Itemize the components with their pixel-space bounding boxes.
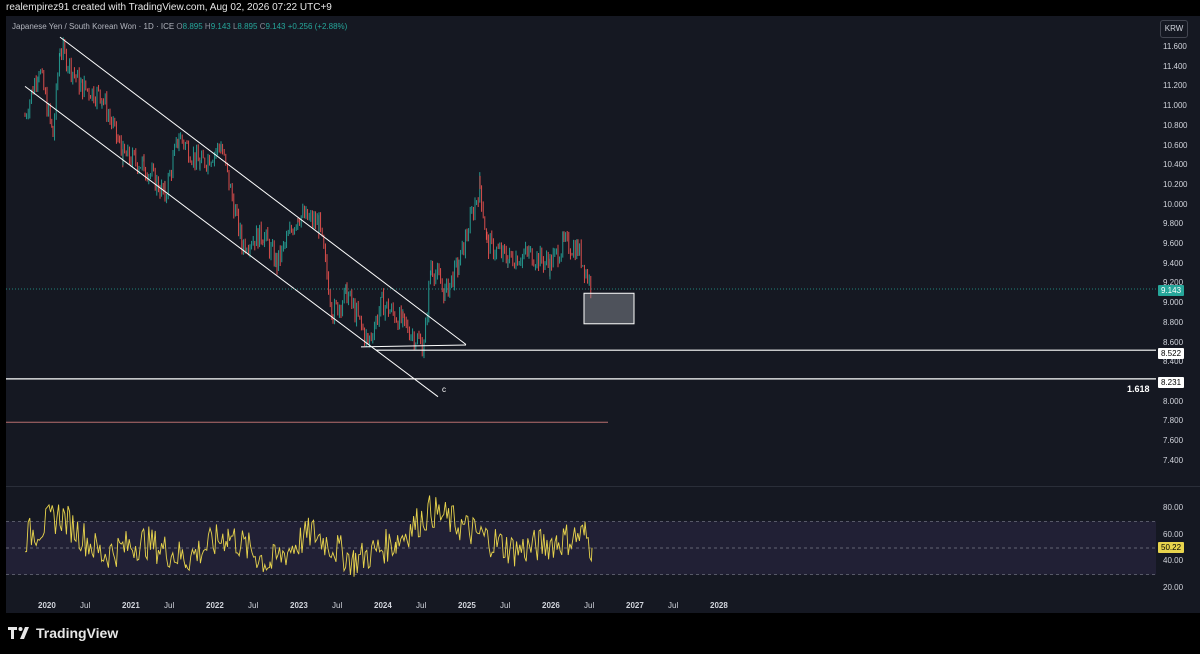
time-axis-label: Jul: [500, 601, 511, 610]
time-axis-label: Jul: [164, 601, 175, 610]
time-axis-label: 2026: [542, 601, 560, 610]
open-value: 8.895: [182, 22, 203, 31]
price-axis-label: 10.600: [1163, 140, 1188, 150]
price-axis-label: 11.600: [1163, 42, 1187, 51]
price-axis-label: 7.800: [1163, 416, 1184, 426]
level-tag-8522: 8.522: [1158, 348, 1185, 359]
rsi-line: [24, 495, 593, 577]
price-axis-label: 8.800: [1163, 317, 1184, 327]
price-axis-label: 9.000: [1163, 298, 1184, 308]
time-axis-label: 2024: [374, 601, 392, 610]
price-axis-label: 10.200: [1163, 179, 1188, 189]
currency-button[interactable]: KRW: [1160, 20, 1188, 38]
level-tag-8231: 8.231: [1158, 377, 1185, 388]
symbol-name: Japanese Yen / South Korean Won · 1D · I…: [12, 22, 175, 31]
close-value: 9.143: [265, 22, 286, 31]
time-axis-label: 2023: [290, 601, 308, 610]
wave-label: c: [442, 385, 446, 394]
time-axis-label: Jul: [332, 601, 343, 610]
rsi-axis-label: 60.00: [1163, 529, 1184, 539]
price-axis-label: 9.600: [1163, 239, 1184, 248]
high-label: H: [204, 22, 211, 31]
time-axis-label: 2022: [206, 601, 224, 610]
trendline-2: [24, 86, 439, 398]
tradingview-logo[interactable]: TradingView: [8, 625, 118, 641]
fib-level-label: 1.618: [1127, 384, 1150, 394]
price-axis-label: 8.400: [1163, 357, 1184, 367]
price-axis-label: 11.200: [1163, 81, 1187, 91]
tradingview-logo-icon: [8, 627, 29, 639]
tradingview-brand: TradingView: [36, 625, 119, 641]
price-axis-label: 8.000: [1163, 396, 1184, 406]
price-chart-pane[interactable]: [6, 16, 1156, 613]
target-box: [583, 292, 635, 325]
current-price-tag: 9.143: [1158, 285, 1185, 296]
pane-separator[interactable]: [6, 486, 1200, 487]
time-axis-label: Jul: [584, 601, 595, 610]
footer-bar: [0, 613, 1200, 654]
rsi-value-tag: 50.22: [1158, 542, 1185, 553]
time-axis-label: 2027: [626, 601, 644, 610]
time-axis-label: 2025: [458, 601, 476, 610]
rsi-axis-label: 20.00: [1163, 583, 1184, 592]
price-axis-label: 10.000: [1163, 199, 1188, 209]
rsi-axis-label: 40.00: [1163, 556, 1184, 566]
price-axis-label: 9.400: [1163, 258, 1184, 268]
change-value: +0.256 (+2.88%): [287, 22, 348, 31]
price-axis-label: 11.000: [1163, 101, 1187, 111]
price-axis-label: 9.800: [1163, 219, 1184, 229]
time-axis-label: Jul: [248, 601, 259, 610]
low-label: L: [232, 22, 238, 31]
time-axis-label: Jul: [416, 601, 427, 610]
candles: [24, 37, 592, 359]
price-axis-label: 10.800: [1163, 120, 1188, 130]
price-axis-label: 8.600: [1163, 337, 1184, 347]
price-axis-label: 10.400: [1163, 160, 1188, 170]
time-axis-label: 2028: [710, 601, 728, 610]
trendline-1: [59, 36, 467, 345]
price-axis-label: 9.200: [1163, 278, 1184, 288]
close-label: C: [259, 22, 266, 31]
low-value: 8.895: [237, 22, 258, 31]
attribution-text: realempirez91 created with TradingView.c…: [6, 2, 332, 13]
price-axis[interactable]: [1156, 16, 1200, 613]
rsi-axis-label: 80.00: [1163, 503, 1184, 512]
time-axis-label: Jul: [80, 601, 91, 610]
trendline-3: [360, 344, 467, 348]
time-axis-label: 2021: [122, 601, 140, 610]
open-label: O: [176, 22, 183, 31]
time-axis-label: Jul: [668, 601, 679, 610]
high-value: 9.143: [210, 22, 231, 31]
price-axis-label: 7.600: [1163, 436, 1184, 445]
price-axis-label: 11.400: [1163, 61, 1187, 71]
attribution-bar: realempirez91 created with TradingView.c…: [0, 0, 1200, 16]
time-axis-label: 2020: [38, 601, 56, 610]
price-axis-label: 7.400: [1163, 455, 1184, 465]
symbol-legend: Japanese Yen / South Korean Won · 1D · I…: [12, 22, 347, 31]
